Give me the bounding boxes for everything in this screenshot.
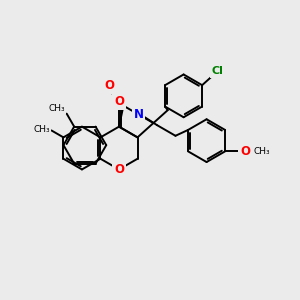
Text: O: O <box>114 95 124 108</box>
Text: CH₃: CH₃ <box>34 125 50 134</box>
Text: O: O <box>240 145 250 158</box>
Text: CH₃: CH₃ <box>254 147 270 156</box>
Text: O: O <box>104 79 114 92</box>
Text: N: N <box>134 108 143 121</box>
Text: O: O <box>114 163 124 176</box>
Text: Cl: Cl <box>212 66 224 76</box>
Text: CH₃: CH₃ <box>48 104 65 113</box>
